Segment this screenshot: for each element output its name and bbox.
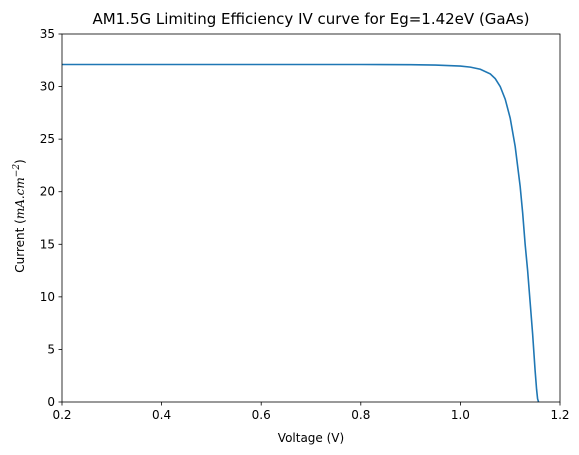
y-tick-label: 15 xyxy=(40,237,55,251)
x-tick-label: 1.2 xyxy=(550,408,569,422)
y-tick-label: 0 xyxy=(47,395,55,409)
x-axis-label: Voltage (V) xyxy=(278,431,344,445)
y-tick-label: 30 xyxy=(40,80,55,94)
axis-ticks: 0.2 0.4 0.6 0.8 1.0 1.2 0 5 10 15 20 25 30 35 xyxy=(40,27,570,422)
iv-curve-line xyxy=(62,63,540,403)
x-tick-label: 1.0 xyxy=(451,408,470,422)
y-axis-label-exponent: −2 xyxy=(12,164,22,178)
chart-title: AM1.5G Limiting Efficiency IV curve for … xyxy=(92,10,529,28)
x-tick-label: 0.8 xyxy=(351,408,370,422)
y-axis-label-unit: mA.cm xyxy=(13,177,27,219)
y-tick-label: 20 xyxy=(40,185,55,199)
y-tick-label: 35 xyxy=(40,27,55,41)
x-tick-label: 0.2 xyxy=(52,408,71,422)
y-tick-label: 10 xyxy=(40,290,55,304)
x-tick-label: 0.6 xyxy=(252,408,271,422)
x-tick-label: 0.4 xyxy=(152,408,171,422)
y-tick-label: 25 xyxy=(40,132,55,146)
y-tick-label: 5 xyxy=(47,342,55,356)
y-axis-label-suffix: ) xyxy=(13,159,27,164)
y-axis-label-prefix: Current ( xyxy=(13,219,27,273)
plot-frame xyxy=(61,33,561,403)
y-axis-label: Current (mA.cm−2) xyxy=(12,159,27,273)
